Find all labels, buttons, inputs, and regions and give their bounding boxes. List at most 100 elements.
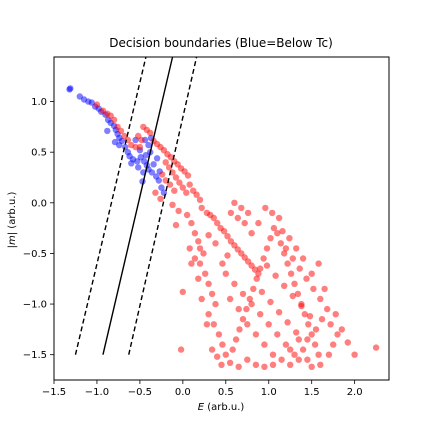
point-above-105 [311, 341, 319, 348]
point-above-60 [152, 189, 159, 196]
point-below-31 [158, 184, 165, 191]
point-above-35 [159, 171, 166, 178]
point-below-38 [135, 164, 142, 171]
point-above-110 [274, 331, 281, 338]
point-above-179 [315, 260, 322, 267]
point-above-14 [147, 129, 154, 137]
axes-frame [53, 56, 390, 381]
point-above-121 [261, 341, 268, 348]
point-above-162 [269, 361, 277, 368]
point-above-176 [372, 344, 380, 351]
point-above-67 [195, 238, 202, 245]
x-tick-label-0: −1.5 [42, 387, 66, 398]
point-above-27 [184, 172, 192, 179]
point-above-99 [291, 280, 298, 287]
point-above-167 [317, 361, 324, 368]
point-above-171 [327, 321, 334, 328]
x-axis-label-var: E [198, 402, 205, 413]
point-above-42 [196, 196, 204, 203]
point-above-70 [196, 260, 204, 267]
point-above-187 [289, 292, 296, 300]
x-tick-label-1: −1.0 [85, 387, 109, 398]
point-above-130 [317, 295, 324, 303]
x-tick-label-6: 1.5 [304, 387, 320, 398]
point-above-111 [265, 321, 272, 328]
point-above-185 [272, 272, 279, 279]
point-above-29 [165, 164, 173, 171]
point-above-132 [303, 275, 310, 282]
point-below-30 [155, 177, 162, 184]
point-above-131 [310, 285, 317, 293]
point-above-98 [287, 270, 295, 277]
point-above-145 [238, 204, 245, 212]
y-tick-label-3: 0.0 [31, 198, 47, 209]
point-above-170 [334, 331, 341, 338]
point-above-77 [215, 331, 223, 338]
point-above-113 [248, 300, 255, 308]
point-above-81 [229, 346, 236, 353]
point-above-183 [279, 228, 286, 235]
point-above-133 [296, 265, 303, 272]
point-above-163 [287, 346, 294, 353]
boundary-lines-layer [74, 56, 198, 355]
point-above-124 [287, 361, 294, 368]
point-below-37 [104, 127, 111, 135]
point-above-62 [169, 201, 176, 208]
point-below-41 [150, 161, 157, 168]
point-above-109 [282, 341, 290, 348]
point-above-97 [284, 260, 291, 267]
point-above-198 [196, 245, 204, 252]
point-above-82 [232, 336, 240, 343]
point-above-89 [257, 265, 264, 272]
point-above-120 [252, 331, 260, 338]
y-tick-label-4: 0.5 [31, 148, 47, 159]
y-tick-label-1: −1.0 [23, 300, 47, 311]
boundary-line-dashed-1 [74, 56, 147, 355]
point-above-129 [324, 305, 331, 313]
point-above-192 [275, 309, 283, 316]
x-tick-label-3: 0.0 [175, 387, 191, 398]
point-below-35 [145, 141, 152, 149]
point-above-184 [263, 262, 271, 269]
point-above-169 [330, 341, 337, 348]
point-above-0 [93, 101, 101, 108]
y-axis-label: |m| (arb.u.) [7, 192, 18, 249]
point-above-135 [282, 245, 290, 252]
point-above-90 [260, 255, 267, 262]
point-above-180 [299, 255, 307, 262]
point-above-95 [277, 240, 284, 247]
point-above-96 [281, 250, 288, 257]
point-above-87 [250, 285, 257, 293]
point-above-159 [244, 356, 251, 363]
point-above-188 [298, 302, 305, 310]
point-above-64 [183, 211, 191, 219]
point-above-50 [224, 233, 231, 240]
point-above-195 [177, 346, 185, 353]
point-above-178 [308, 270, 315, 277]
y-axis-label-unit: (arb.u.) [7, 192, 18, 232]
point-above-175 [351, 351, 358, 358]
y-axis-label-var: |m| [7, 232, 18, 248]
point-above-193 [284, 319, 291, 326]
point-above-34 [183, 189, 190, 196]
point-above-197 [172, 221, 180, 229]
point-above-164 [295, 336, 302, 343]
point-above-73 [208, 290, 216, 298]
point-above-123 [278, 356, 285, 363]
point-above-78 [219, 341, 226, 348]
point-above-79 [214, 353, 221, 360]
point-above-173 [338, 326, 345, 333]
point-above-84 [239, 316, 247, 323]
point-above-152 [195, 275, 202, 282]
y-tick-label-0: −1.5 [23, 350, 47, 361]
point-above-140 [248, 230, 255, 237]
point-above-142 [234, 214, 241, 222]
x-tick-label-4: 0.5 [218, 387, 234, 398]
point-above-189 [306, 313, 314, 320]
point-above-147 [224, 252, 231, 259]
point-above-71 [202, 270, 209, 277]
point-above-47 [214, 219, 221, 227]
point-above-181 [293, 245, 300, 252]
point-above-177 [321, 285, 328, 293]
